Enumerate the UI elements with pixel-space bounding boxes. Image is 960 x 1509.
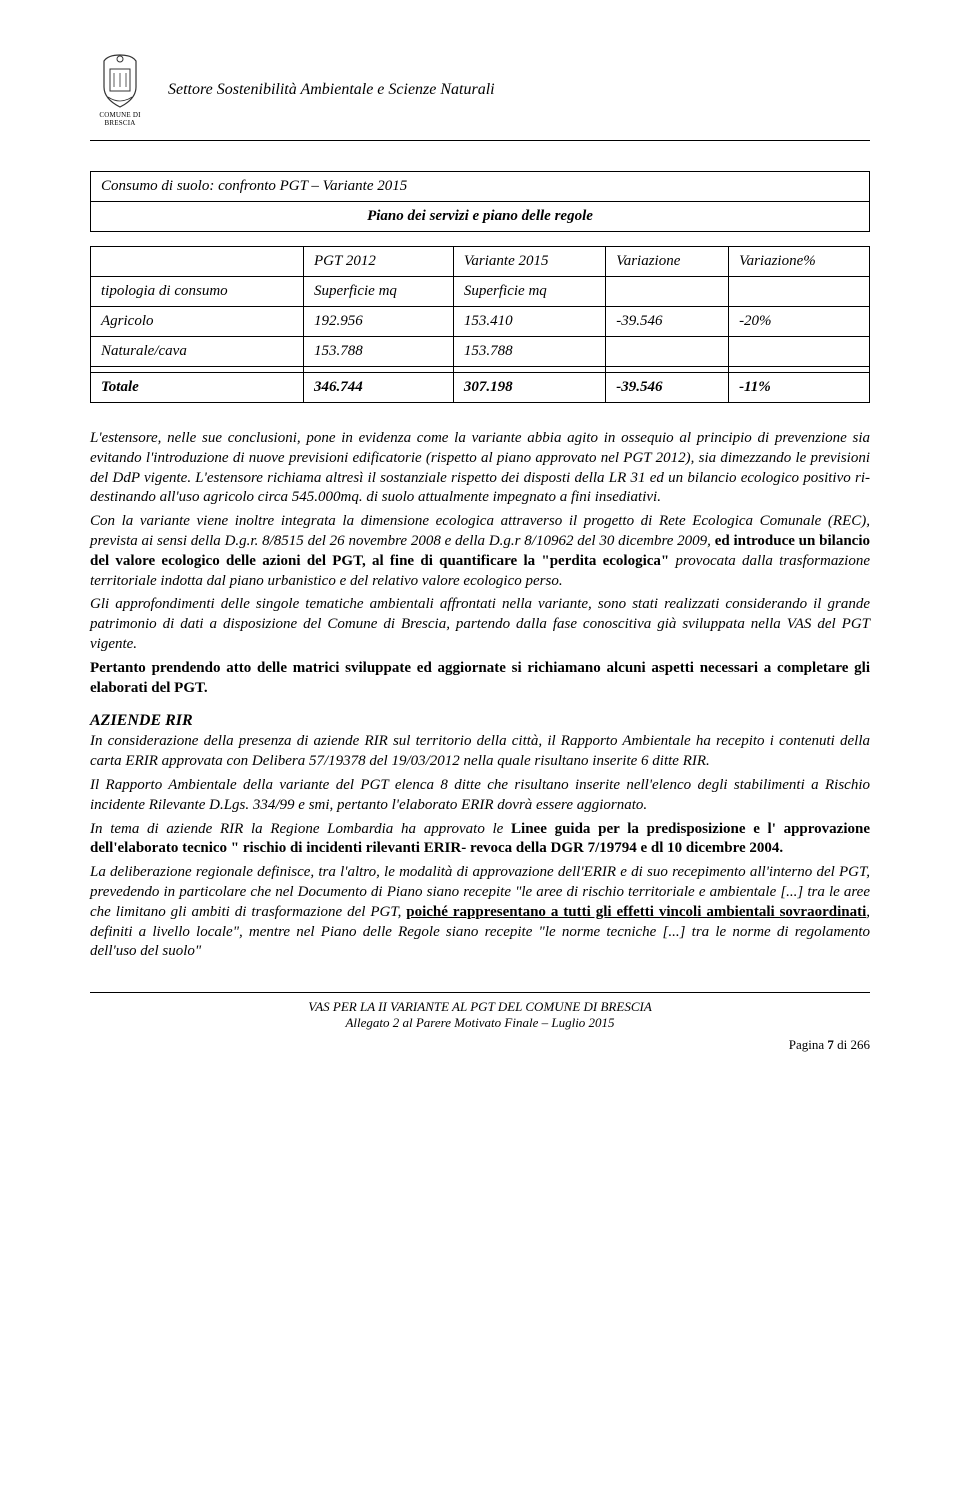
page-of: di 266 — [834, 1037, 870, 1052]
rir4-boldul: poiché rappresentano a tutti gli effetti… — [406, 904, 866, 920]
dt-h2: Variante 2015 — [453, 247, 605, 277]
header-title: Settore Sostenibilità Ambientale e Scien… — [168, 81, 495, 99]
dt-sub4 — [729, 277, 870, 307]
dt-tc2: 307.198 — [453, 373, 605, 403]
page-number: Pagina 7 di 266 — [90, 1037, 870, 1053]
title-table-row1: Consumo di suolo: confronto PGT – Varian… — [91, 172, 870, 202]
para1a: L'estensore, nelle sue conclusioni, pone… — [90, 429, 870, 508]
dt-tc0: Totale — [91, 373, 304, 403]
dt-r0c2: 153.410 — [453, 307, 605, 337]
dt-h3: Variazione — [606, 247, 729, 277]
dt-r0c0: Agricolo — [91, 307, 304, 337]
dt-r1c1: 153.788 — [304, 337, 454, 367]
page-header: COMUNE DI BRESCIA Settore Sostenibilità … — [90, 50, 870, 141]
rir1: In considerazione della presenza di azie… — [90, 732, 870, 772]
dt-r1c4 — [729, 337, 870, 367]
page-label: Pagina — [789, 1037, 828, 1052]
crest-label: COMUNE DI BRESCIA — [90, 111, 150, 127]
table-row: Agricolo 192.956 153.410 -39.546 -20% — [91, 307, 870, 337]
dt-h1: PGT 2012 — [304, 247, 454, 277]
dt-r0c3: -39.546 — [606, 307, 729, 337]
footer-line1: VAS PER LA II VARIANTE AL PGT DEL COMUNE… — [90, 999, 870, 1015]
data-table: PGT 2012 Variante 2015 Variazione Variaz… — [90, 246, 870, 403]
rir4: La deliberazione regionale definisce, tr… — [90, 863, 870, 962]
dt-sub0: tipologia di consumo — [91, 277, 304, 307]
dt-r1c2: 153.788 — [453, 337, 605, 367]
dt-tc4: -11% — [729, 373, 870, 403]
dt-sub3 — [606, 277, 729, 307]
dt-sub2: Superficie mq — [453, 277, 605, 307]
footer-line2: Allegato 2 al Parere Motivato Finale – L… — [90, 1015, 870, 1031]
section-head-rir: AZIENDE RIR — [90, 712, 870, 730]
dt-r0c1: 192.956 — [304, 307, 454, 337]
table-total-row: Totale 346.744 307.198 -39.546 -11% — [91, 373, 870, 403]
para1b: Con la variante viene inoltre integrata … — [90, 512, 870, 591]
para2: Gli approfondimenti delle singole temati… — [90, 595, 870, 654]
dt-tc3: -39.546 — [606, 373, 729, 403]
page-footer: VAS PER LA II VARIANTE AL PGT DEL COMUNE… — [90, 992, 870, 1053]
crest-icon — [98, 53, 142, 109]
crest-logo: COMUNE DI BRESCIA — [90, 50, 150, 130]
dt-sub1: Superficie mq — [304, 277, 454, 307]
para3-bold: Pertanto prendendo atto delle matrici sv… — [90, 660, 870, 696]
title-table-row2: Piano dei servizi e piano delle regole — [91, 202, 870, 232]
dt-r1c3 — [606, 337, 729, 367]
dt-r0c4: -20% — [729, 307, 870, 337]
rir3: In tema di aziende RIR la Regione Lombar… — [90, 820, 870, 860]
rir3-lead: In tema di aziende RIR la Regione Lombar… — [90, 821, 511, 837]
dt-tc1: 346.744 — [304, 373, 454, 403]
para3: Pertanto prendendo atto delle matrici sv… — [90, 659, 870, 699]
rir2: Il Rapporto Ambientale della variante de… — [90, 776, 870, 816]
dt-h0 — [91, 247, 304, 277]
dt-h4: Variazione% — [729, 247, 870, 277]
table-row: Naturale/cava 153.788 153.788 — [91, 337, 870, 367]
title-table: Consumo di suolo: confronto PGT – Varian… — [90, 171, 870, 232]
dt-r1c0: Naturale/cava — [91, 337, 304, 367]
